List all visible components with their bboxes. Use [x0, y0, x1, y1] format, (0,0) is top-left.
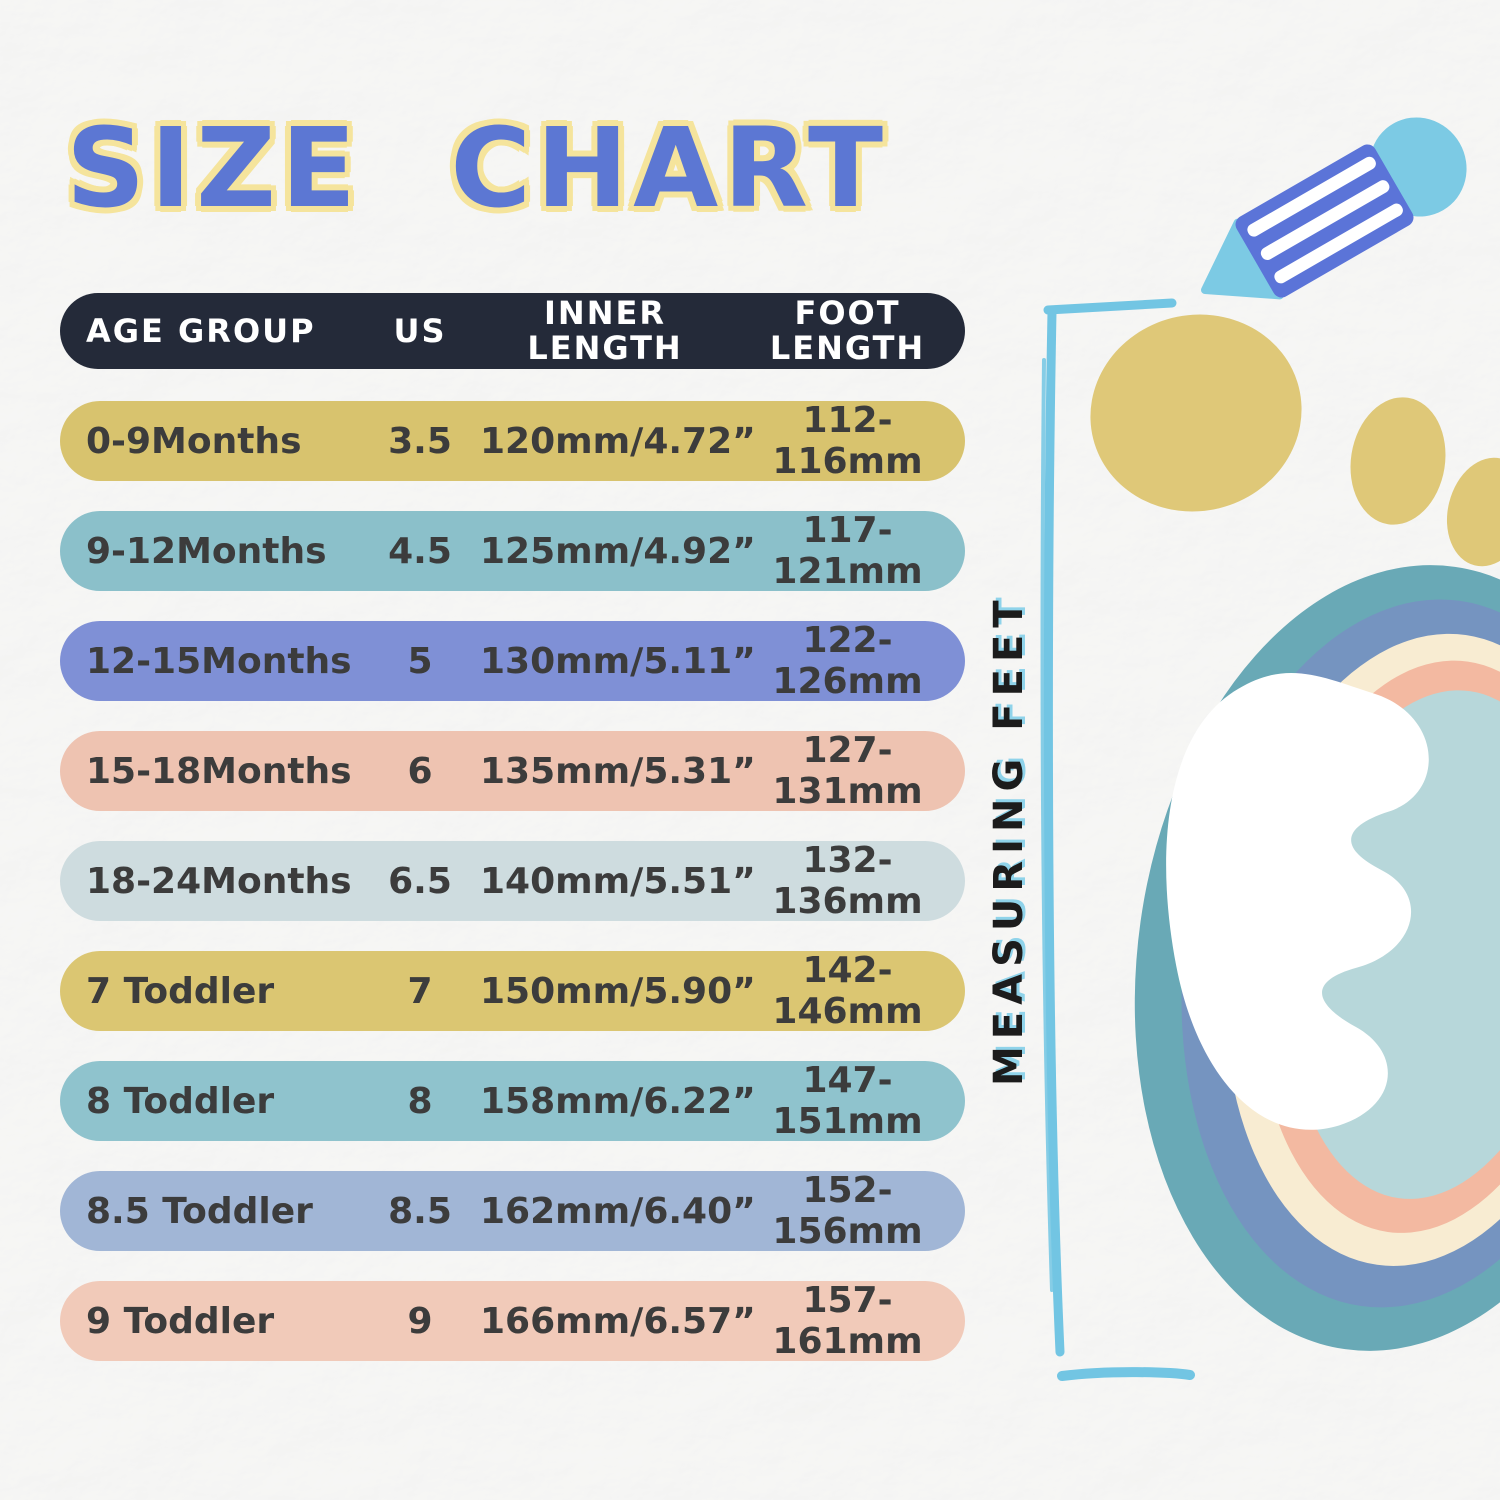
cell-foot-length: 147-151mm — [772, 1060, 923, 1142]
table-row: 7 Toddler 7 150mm/5.90” 142-146mm — [60, 950, 965, 1032]
cell-us-size: 7 — [407, 970, 433, 1012]
cell-inner-length: 140mm/5.51” — [480, 860, 756, 902]
cell-age-group: 7 Toddler — [86, 970, 275, 1012]
footprint-toes — [1090, 314, 1500, 567]
table-row: 8 Toddler 8 158mm/6.22” 147-151mm — [60, 1060, 965, 1142]
cell-us-size: 4.5 — [388, 530, 452, 572]
cell-inner-length: 158mm/6.22” — [480, 1080, 756, 1122]
measuring-line-bottom-tick — [1057, 1367, 1195, 1381]
cell-age-group: 8.5 Toddler — [86, 1190, 313, 1232]
cell-us-size: 9 — [407, 1300, 433, 1342]
cell-age-group: 15-18Months — [86, 750, 352, 792]
cell-age-group: 18-24Months — [86, 860, 352, 902]
header-us-size: US — [393, 311, 447, 350]
cell-age-group: 9-12Months — [86, 530, 327, 572]
header-inner-length: INNER LENGTH — [527, 294, 683, 367]
cell-inner-length: 162mm/6.40” — [480, 1190, 756, 1232]
cell-us-size: 6.5 — [388, 860, 452, 902]
cell-inner-length: 150mm/5.90” — [480, 970, 756, 1012]
cell-foot-length: 152-156mm — [772, 1170, 923, 1252]
table-body: 0-9Months 3.5 120mm/4.72” 112-116mm 9-12… — [60, 400, 965, 1362]
pencil-stripe — [1247, 156, 1376, 237]
cell-age-group: 0-9Months — [86, 420, 302, 462]
header-age-group: AGE GROUP — [86, 311, 316, 350]
cell-us-size: 8 — [407, 1080, 433, 1122]
sole-swirl — [1166, 672, 1429, 1130]
middle-toe — [1350, 397, 1446, 525]
table-row: 9 Toddler 9 166mm/6.57” 157-161mm — [60, 1280, 965, 1362]
cell-age-group: 9 Toddler — [86, 1300, 275, 1342]
table-row: 18-24Months 6.5 140mm/5.51” 132-136mm — [60, 840, 965, 922]
cell-age-group: 8 Toddler — [86, 1080, 275, 1122]
footprint-illustration — [1040, 117, 1500, 1381]
cell-us-size: 6 — [407, 750, 433, 792]
header-foot-length: FOOT LENGTH — [769, 294, 926, 367]
size-table: AGE GROUP US INNER LENGTH FOOT LENGTH 0-… — [60, 293, 965, 1391]
cell-us-size: 8.5 — [388, 1190, 452, 1232]
table-row: 8.5 Toddler 8.5 162mm/6.40” 152-156mm — [60, 1170, 965, 1252]
measuring-line-vertical-echo — [1040, 358, 1054, 1292]
cell-foot-length: 142-146mm — [772, 950, 923, 1032]
cell-foot-length: 112-116mm — [772, 400, 923, 482]
table-row: 12-15Months 5 130mm/5.11” 122-126mm — [60, 620, 965, 702]
measuring-line — [1040, 298, 1195, 1381]
cell-inner-length: 125mm/4.92” — [480, 530, 756, 572]
cell-foot-length: 132-136mm — [772, 840, 923, 922]
cell-foot-length: 117-121mm — [772, 510, 923, 592]
pencil-stripe — [1260, 180, 1390, 260]
cell-inner-length: 135mm/5.31” — [480, 750, 756, 792]
table-row: 0-9Months 3.5 120mm/4.72” 112-116mm — [60, 400, 965, 482]
cell-foot-length: 127-131mm — [772, 730, 923, 812]
table-row: 15-18Months 6 135mm/5.31” 127-131mm — [60, 730, 965, 812]
measuring-line-top-tick — [1043, 298, 1177, 315]
cell-age-group: 12-15Months — [86, 640, 352, 682]
cell-foot-length: 122-126mm — [772, 620, 923, 702]
table-header-row: AGE GROUP US INNER LENGTH FOOT LENGTH — [60, 293, 965, 369]
pencil-icon — [1201, 117, 1467, 300]
cell-inner-length: 166mm/6.57” — [480, 1300, 756, 1342]
big-toe — [1090, 314, 1302, 512]
cell-us-size: 3.5 — [388, 420, 452, 462]
table-row: 9-12Months 4.5 125mm/4.92” 117-121mm — [60, 510, 965, 592]
small-toe — [1446, 457, 1500, 567]
cell-inner-length: 130mm/5.11” — [480, 640, 756, 682]
cell-foot-length: 157-161mm — [772, 1280, 923, 1362]
page-title: SIZE CHART — [61, 100, 889, 237]
pencil-stripe — [1274, 203, 1403, 284]
cell-inner-length: 120mm/4.72” — [480, 420, 756, 462]
footprint-sole — [1134, 565, 1500, 1351]
measuring-line-vertical — [1043, 307, 1065, 1357]
cell-us-size: 5 — [407, 640, 433, 682]
